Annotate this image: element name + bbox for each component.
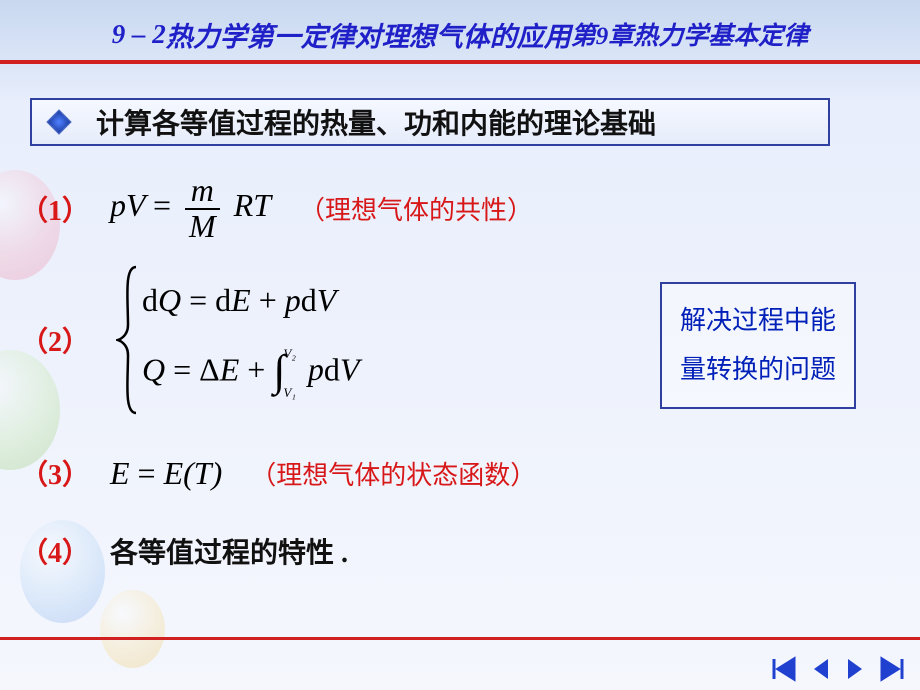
note-pre: （理想气体的	[299, 196, 455, 225]
dV-d: d	[301, 282, 317, 318]
dQ-Q: Q	[158, 282, 181, 318]
item-number-3: （3）	[0, 453, 90, 493]
eq2-line2: Q = ΔE + ∫ V₂ V₁ pdV	[142, 347, 359, 399]
title-main: 热力学第一定律对理想气体的应用	[166, 15, 571, 54]
item-number-4: （4）	[0, 531, 90, 571]
chapter-label: 第9章热力学基本定律	[571, 16, 809, 52]
dQ-d: d	[142, 282, 158, 318]
frac-top: m	[187, 174, 218, 208]
left-brace-icon	[116, 265, 142, 415]
prev-icon[interactable]	[808, 656, 834, 682]
content-area: （1） pV = m M RT （理想气体的共性） （2） dQ = dE + …	[0, 160, 920, 579]
footer-line	[0, 637, 920, 640]
slide-title: 9 – 2 热力学第一定律对理想气体的应用 第9章热力学基本定律	[0, 8, 920, 60]
equation-1-row: （1） pV = m M RT （理想气体的共性）	[0, 174, 920, 243]
next-last-icon[interactable]	[876, 656, 906, 682]
equation-1: pV = m M RT	[110, 174, 271, 243]
sidebox-line2: 量转换的问题	[680, 345, 836, 394]
equation-2-row: （2） dQ = dE + pdV Q = ΔE + ∫ V₂ V₁ pdV	[0, 265, 920, 415]
item-number-1: （1）	[0, 189, 90, 229]
item-number-2: （2）	[0, 320, 90, 360]
note-post: ）	[507, 196, 533, 225]
frac-bot: M	[185, 210, 220, 244]
decor-balloon	[100, 590, 165, 668]
eq1-note: （理想气体的共性）	[299, 190, 533, 227]
bullet-icon	[46, 109, 71, 134]
side-note-box: 解决过程中能 量转换的问题	[660, 282, 856, 409]
dV-V: V	[317, 282, 337, 318]
section-heading: 计算各等值过程的热量、功和内能的理论基础	[30, 98, 830, 146]
plus-sign2: +	[239, 351, 273, 387]
dV-d2: d	[324, 351, 340, 387]
eq1-tail: RT	[234, 187, 271, 223]
integral-icon: ∫ V₂ V₁	[273, 347, 296, 399]
eq1-lhs: pV	[110, 187, 145, 223]
p-var2: p	[308, 351, 324, 387]
heading-text: 计算各等值过程的热量、功和内能的理论基础	[96, 102, 656, 142]
eq-sign: =	[181, 282, 215, 318]
Q-var: Q	[142, 351, 165, 387]
dV-V2: V	[340, 351, 360, 387]
equation-3-row: （3） E = E(T) （理想气体的状态函数）	[0, 453, 920, 493]
eq2-line1: dQ = dE + pdV	[142, 282, 359, 319]
title-underline	[0, 60, 920, 64]
eq-delta: = Δ	[165, 351, 220, 387]
E-var: E	[220, 351, 240, 387]
eq1-fraction: m M	[185, 174, 220, 243]
nav-footer	[770, 656, 906, 682]
section-number: 9 – 2	[112, 19, 166, 50]
note-em: 共性	[455, 196, 507, 225]
prev-first-icon[interactable]	[770, 656, 800, 682]
next-icon[interactable]	[842, 656, 868, 682]
eq2-lines: dQ = dE + pdV Q = ΔE + ∫ V₂ V₁ pdV	[142, 282, 359, 399]
p-var: p	[285, 282, 301, 318]
dE-d: d	[215, 282, 231, 318]
plus-sign: +	[251, 282, 285, 318]
dE-E: E	[231, 282, 251, 318]
eq3-rhs: E(T)	[164, 455, 223, 491]
eq4-text: 各等值过程的特性 .	[110, 531, 348, 571]
sidebox-line1: 解决过程中能	[680, 296, 836, 345]
equation-4-row: （4） 各等值过程的特性 .	[0, 531, 920, 571]
eq3-note: （理想气体的状态函数）	[250, 455, 536, 492]
eq3-lhs: E	[110, 455, 130, 491]
equation-3: E = E(T)	[110, 455, 222, 492]
